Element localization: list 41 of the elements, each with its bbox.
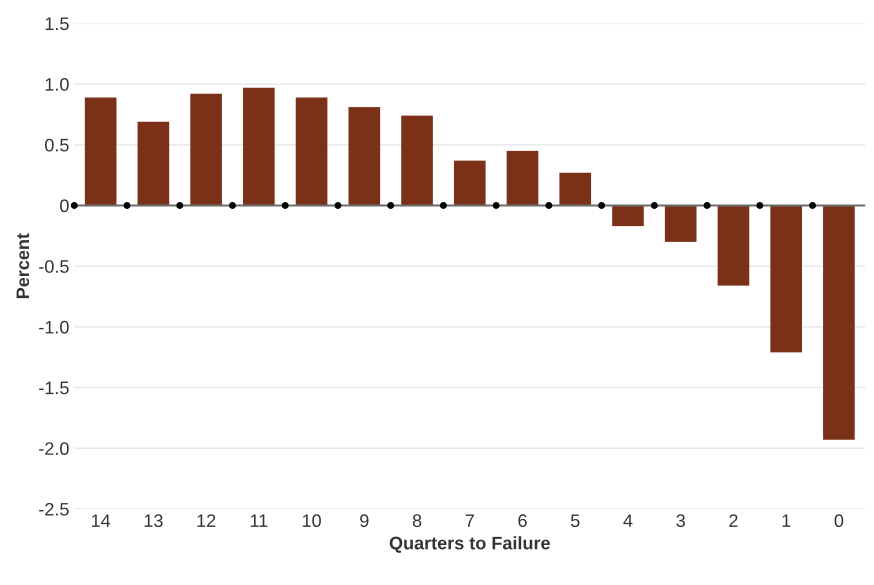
x-tick-label: 2	[729, 514, 738, 527]
bar	[296, 97, 328, 206]
x-tick-label: 13	[144, 514, 163, 528]
x-axis-title: Quarters to Failure	[390, 536, 550, 553]
x-tick-label: 1	[782, 514, 790, 527]
x-tick-label: 7	[466, 514, 474, 527]
bar	[401, 116, 433, 206]
x-tick-label: 3	[676, 514, 685, 528]
y-tick-label: -0.5	[39, 260, 69, 273]
y-tick-label: 1.0	[46, 78, 69, 91]
x-tick-label: 0	[834, 514, 844, 528]
bar	[454, 160, 486, 206]
x-tick-label: 12	[197, 514, 216, 527]
x-tick-label: 6	[518, 514, 527, 528]
x-tick-label: 5	[570, 514, 580, 528]
y-tick-label: -1.0	[39, 320, 69, 334]
y-tick-label: 0	[60, 199, 69, 212]
x-tick-label: 8	[412, 514, 422, 528]
y-tick-label: -2.0	[39, 442, 69, 455]
y-tick-label: 1.5	[46, 18, 69, 30]
bar	[243, 88, 275, 206]
x-tick-label: 9	[360, 514, 368, 528]
bar	[823, 205, 855, 440]
bar	[84, 97, 116, 206]
bar	[190, 94, 222, 206]
y-axis-title: Percent	[16, 233, 30, 298]
y-tick-label: 0.5	[45, 138, 69, 152]
bar	[506, 150, 538, 206]
bar	[770, 205, 802, 352]
y-tick-label: -2.5	[39, 502, 69, 516]
y-tick-label: -1.5	[39, 382, 69, 394]
bar	[138, 122, 170, 206]
x-tick-label: 11	[250, 514, 268, 527]
bar	[664, 205, 697, 242]
x-tick-label: 4	[623, 514, 632, 527]
x-tick-label: 14	[92, 514, 110, 527]
bar	[612, 205, 644, 226]
x-tick-label: 10	[302, 514, 321, 528]
bar	[718, 205, 750, 286]
bar	[348, 107, 380, 206]
bar	[559, 172, 592, 206]
